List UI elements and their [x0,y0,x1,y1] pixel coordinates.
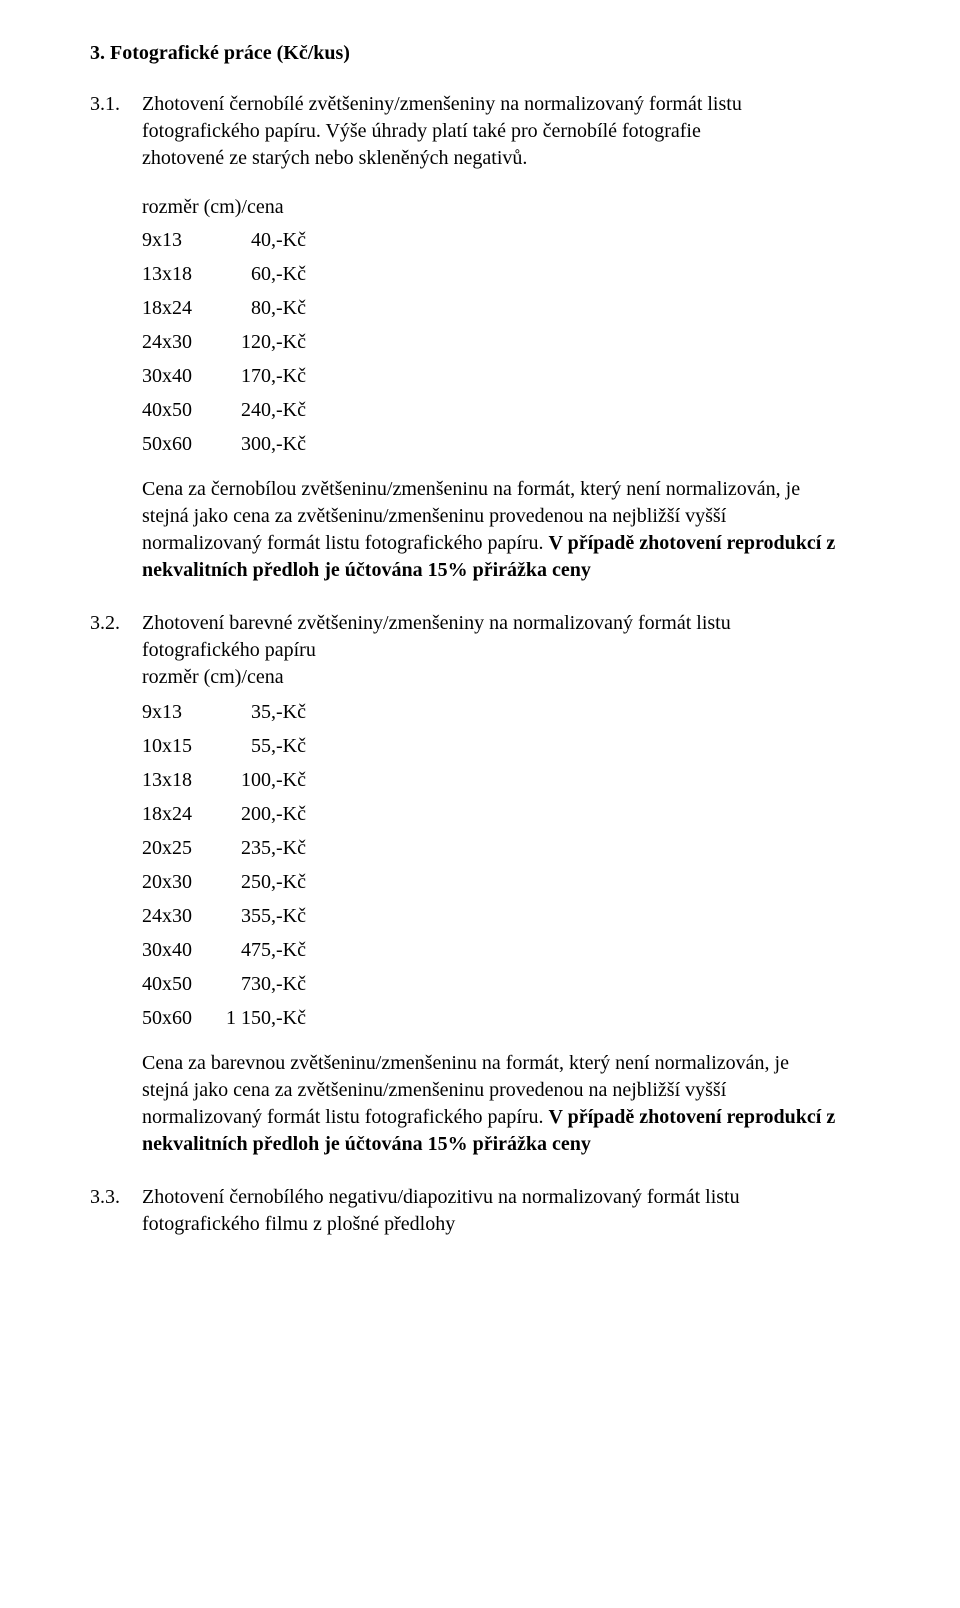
item-content-32: Zhotovení barevné zvětšeniny/zmenšeniny … [142,610,870,691]
size-list-32: 9x13 35,-Kč 10x15 55,-Kč 13x18 100,-Kč 1… [142,699,870,1032]
item-3-2: 3.2. Zhotovení barevné zvětšeniny/zmenše… [90,610,870,691]
size-row: 10x15 55,-Kč [142,733,870,760]
size-price: 730,-Kč [216,971,306,998]
size-price: 475,-Kč [216,937,306,964]
size-row: 13x18 60,-Kč [142,261,870,288]
size-price: 200,-Kč [216,801,306,828]
item-3-1: 3.1. Zhotovení černobílé zvětšeniny/zmen… [90,91,870,172]
size-row: 9x13 40,-Kč [142,227,870,254]
size-row: 50x60 300,-Kč [142,431,870,458]
size-row: 20x30 250,-Kč [142,869,870,896]
size-label: 40x50 [142,397,216,424]
size-label: 20x25 [142,835,216,862]
note-block-32: Cena za barevnou zvětšeninu/zmenšeninu n… [142,1050,870,1158]
item-text-31-line1: Zhotovení černobílé zvětšeniny/zmenšenin… [142,91,840,118]
item-text-32-line1: Zhotovení barevné zvětšeniny/zmenšeniny … [142,610,840,637]
size-label: 40x50 [142,971,216,998]
size-row: 18x24 200,-Kč [142,801,870,828]
size-label: 10x15 [142,733,216,760]
size-row: 13x18 100,-Kč [142,767,870,794]
size-price: 55,-Kč [216,733,306,760]
item-content-31: Zhotovení černobílé zvětšeniny/zmenšenin… [142,91,870,172]
size-label: 50x60 [142,431,216,458]
size-price: 100,-Kč [216,767,306,794]
size-label: 9x13 [142,699,216,726]
item-text-33-line1: Zhotovení černobílého negativu/diapoziti… [142,1184,840,1211]
size-row: 9x13 35,-Kč [142,699,870,726]
size-row: 30x40 475,-Kč [142,937,870,964]
size-row: 18x24 80,-Kč [142,295,870,322]
item-text-33-line2: fotografického filmu z plošné předlohy [142,1211,840,1238]
size-row: 20x25 235,-Kč [142,835,870,862]
size-price: 250,-Kč [216,869,306,896]
size-label: 30x40 [142,363,216,390]
size-price: 300,-Kč [216,431,306,458]
size-price: 120,-Kč [216,329,306,356]
size-row: 30x40 170,-Kč [142,363,870,390]
size-price: 40,-Kč [216,227,306,254]
size-label: 20x30 [142,869,216,896]
item-3-3: 3.3. Zhotovení černobílého negativu/diap… [90,1184,870,1238]
item-content-33: Zhotovení černobílého negativu/diapoziti… [142,1184,870,1238]
size-label: 30x40 [142,937,216,964]
size-label: 24x30 [142,903,216,930]
item-number-31: 3.1. [90,91,142,172]
size-row: 50x60 1 150,-Kč [142,1005,870,1032]
size-row: 40x50 730,-Kč [142,971,870,998]
item-text-32-line2: fotografického papíru [142,637,840,664]
size-row: 24x30 355,-Kč [142,903,870,930]
size-price: 240,-Kč [216,397,306,424]
size-price: 60,-Kč [216,261,306,288]
size-price: 1 150,-Kč [216,1005,306,1032]
size-price: 35,-Kč [216,699,306,726]
size-row: 40x50 240,-Kč [142,397,870,424]
size-label: 24x30 [142,329,216,356]
size-price: 235,-Kč [216,835,306,862]
size-label: 9x13 [142,227,216,254]
size-price: 80,-Kč [216,295,306,322]
note-block-31: Cena za černobílou zvětšeninu/zmenšeninu… [142,476,870,584]
size-list-31: rozměr (cm)/cena 9x13 40,-Kč 13x18 60,-K… [142,194,870,458]
size-label: 13x18 [142,767,216,794]
item-text-31-line2: fotografického papíru. Výše úhrady platí… [142,118,840,145]
item-number-33: 3.3. [90,1184,142,1238]
size-label: 50x60 [142,1005,216,1032]
size-label: 13x18 [142,261,216,288]
size-label: 18x24 [142,801,216,828]
size-list-heading-31: rozměr (cm)/cena [142,194,870,221]
item-number-32: 3.2. [90,610,142,691]
size-row: 24x30 120,-Kč [142,329,870,356]
size-price: 355,-Kč [216,903,306,930]
size-label: 18x24 [142,295,216,322]
size-list-heading-32: rozměr (cm)/cena [142,664,840,691]
size-price: 170,-Kč [216,363,306,390]
section-heading: 3. Fotografické práce (Kč/kus) [90,40,870,67]
item-text-31-line3: zhotovené ze starých nebo skleněných neg… [142,145,840,172]
